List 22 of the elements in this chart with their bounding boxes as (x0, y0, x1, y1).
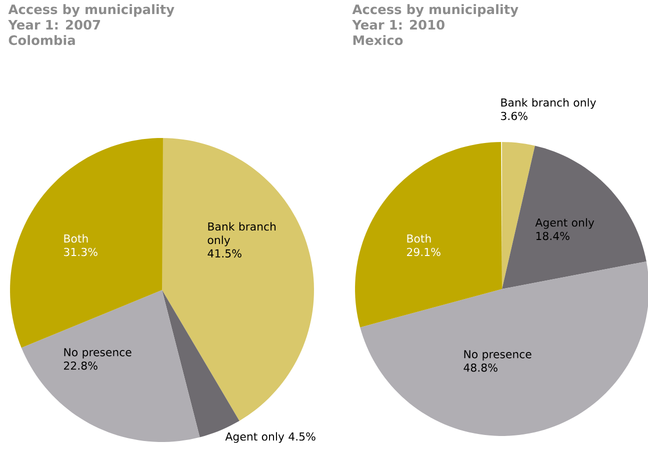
data-label: 31.3% (64, 248, 98, 256)
slice-label: Agent only (535, 218, 594, 229)
data-label: 22.8% (64, 362, 98, 370)
slice-label: Bank branch only (208, 222, 276, 246)
text: Colombia (8, 35, 75, 46)
text: Mexico (353, 35, 403, 46)
chart-subtitle: Year 1: 2010 (352, 20, 444, 30)
slice-label: No presence (464, 350, 532, 360)
slice-label: Agent only (225, 432, 284, 443)
data-label: 41.5% (208, 249, 242, 258)
data-label: 18.4% (536, 232, 570, 240)
data-label: 29.1% (407, 248, 440, 256)
chart-title: Access by municipality (8, 4, 174, 17)
data-label: 48.8% (464, 363, 498, 372)
data-label: 4.5% (288, 432, 316, 441)
slice-label: No presence (64, 348, 132, 358)
chart-subtitle: Year 1: 2007 (8, 20, 100, 30)
slice-label: Bank branch only (501, 98, 596, 109)
slice-label: Both (64, 234, 88, 243)
data-label: 3.6% (501, 112, 528, 120)
chart-title: Access by municipality (352, 4, 518, 17)
slice-label: Both (407, 234, 431, 243)
